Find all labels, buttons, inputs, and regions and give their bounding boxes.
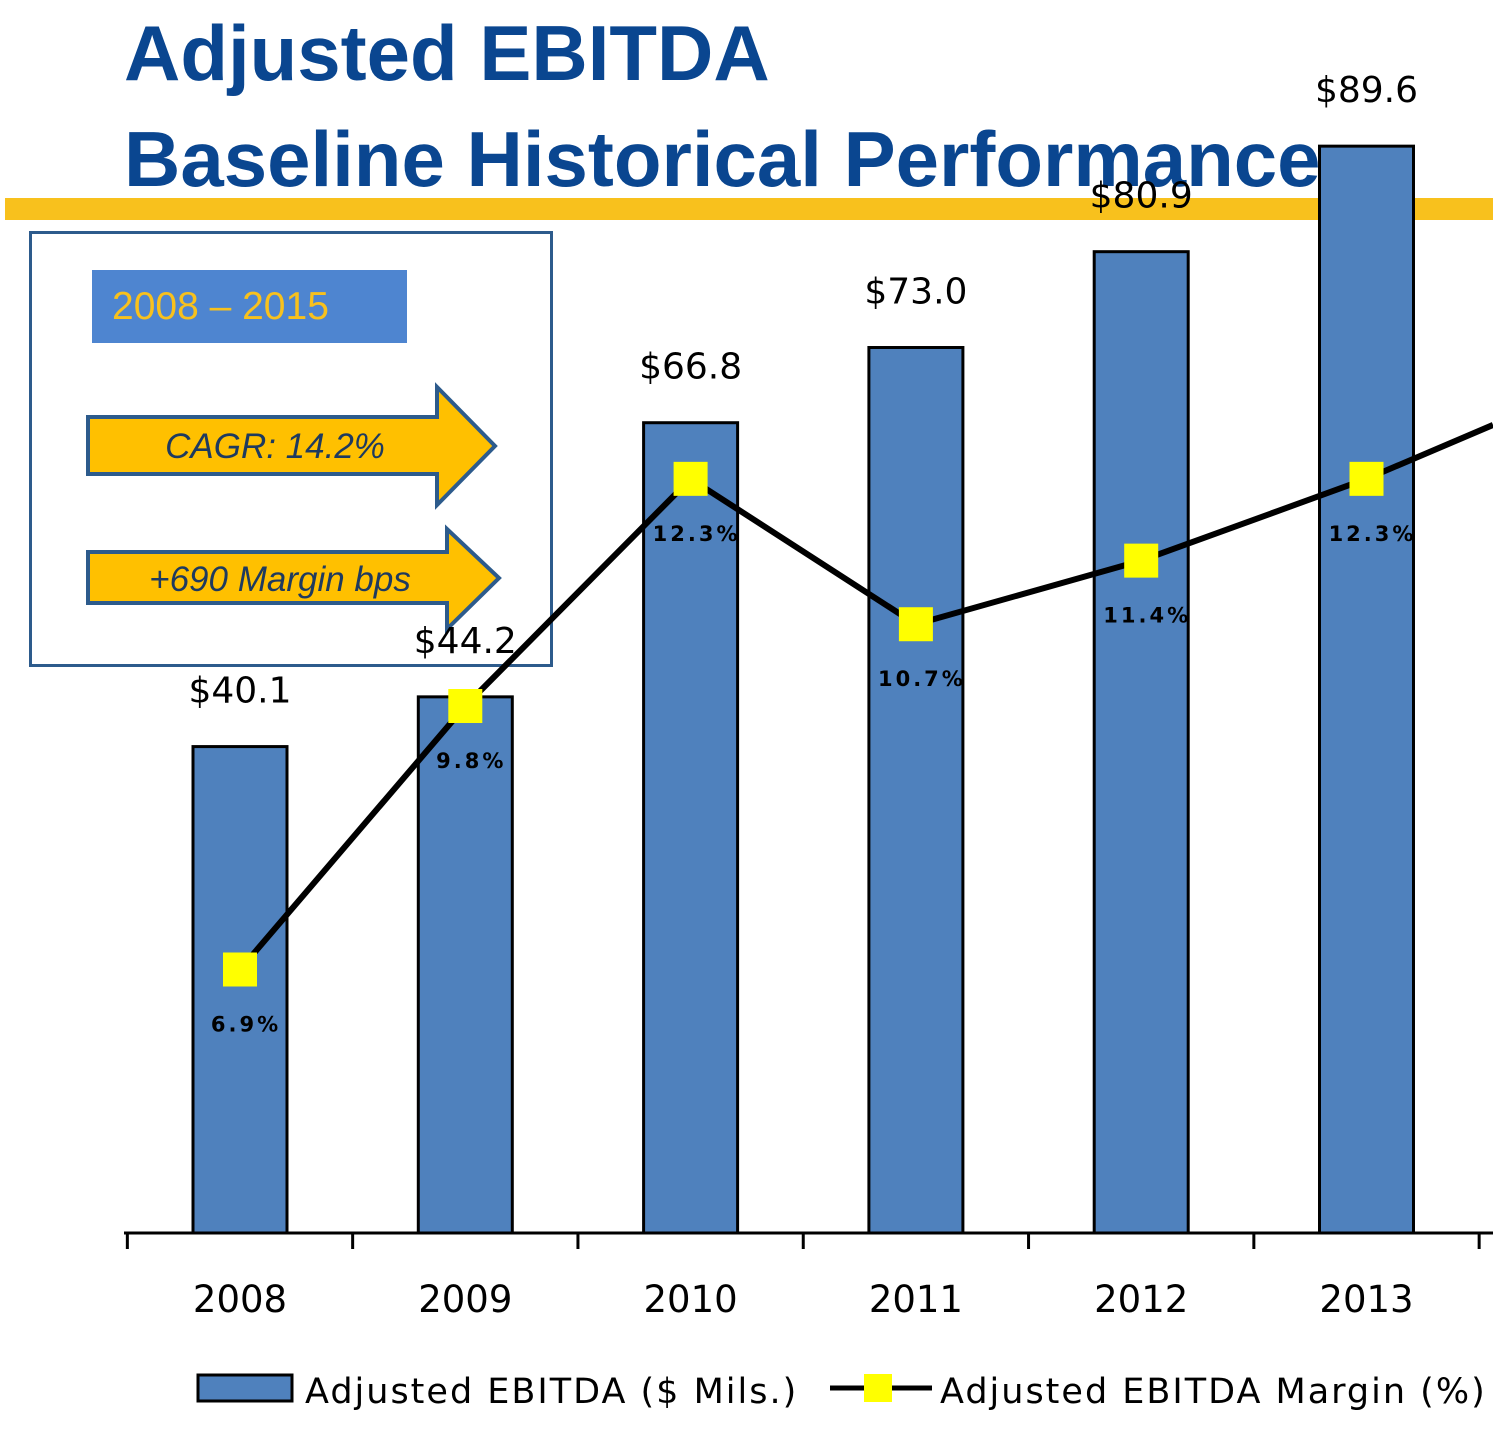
x-tick-label-2011: 2011: [869, 1278, 963, 1321]
x-tick-label-2010: 2010: [644, 1278, 738, 1321]
bar-value-label-2010: $66.8: [639, 347, 742, 388]
margin-marker-2012: [1124, 543, 1159, 578]
x-tick-label-2008: 2008: [193, 1278, 287, 1321]
bar-value-label-2012: $80.9: [1090, 176, 1193, 217]
margin-marker-2011: [898, 607, 933, 642]
legend-bar-label: Adjusted EBITDA ($ Mils.): [305, 1372, 798, 1412]
margin-label: +690 Margin bps: [149, 560, 411, 599]
data-labels: $40.1 $44.2 $66.8 $73.0 $80.9 $89.6 6.9% 9.8% 12…: [188, 70, 1418, 1036]
bar-2012: [1092, 250, 1190, 1235]
margin-marker-2008: [223, 952, 257, 987]
margin-value-label-2011: 10.7%: [878, 667, 966, 691]
x-tick-label-2013: 2013: [1319, 1278, 1413, 1321]
bar-value-label-2011: $73.0: [864, 272, 967, 313]
x-tick-label-2012: 2012: [1094, 1278, 1188, 1321]
legend-bar-swatch: [196, 1373, 294, 1403]
margin-value-label-2012: 11.4%: [1103, 604, 1191, 628]
bar-value-label-2013: $89.6: [1315, 70, 1418, 111]
margin-line-series: [223, 422, 1493, 987]
margin-marker-2009: [448, 689, 483, 724]
bar-series: [191, 144, 1415, 1235]
cagr-arrow: CAGR: 14.2%: [86, 382, 498, 510]
page-title-line1: Adjusted EBITDA: [124, 9, 770, 97]
bar-2011: [867, 346, 965, 1235]
bar-2008: [191, 745, 289, 1235]
cagr-label: CAGR: 14.2%: [165, 427, 385, 466]
x-tick-label-2009: 2009: [418, 1278, 512, 1321]
x-axis-ticks: 2008 2009 2010 2011 2012 2013: [125, 1233, 1481, 1321]
bar-2013: [1318, 144, 1415, 1235]
margin-value-label-2013: 12.3%: [1329, 522, 1417, 546]
title-underline: [5, 198, 1493, 220]
margin-arrow: +690 Margin bps: [86, 524, 502, 634]
margin-value-label-2008: 6.9%: [211, 1013, 281, 1037]
bar-2009: [416, 695, 514, 1235]
bar-value-label-2009: $44.2: [414, 621, 517, 662]
legend-marker-swatch: [864, 1374, 892, 1402]
legend: Adjusted EBITDA ($ Mils.) Adjusted EBITD…: [196, 1372, 1487, 1412]
margin-marker-2013: [1349, 461, 1384, 496]
legend-line-label: Adjusted EBITDA Margin (%): [940, 1372, 1487, 1412]
period-badge: 2008 – 2015: [92, 270, 407, 343]
margin-value-label-2009: 9.8%: [436, 749, 506, 773]
bar-2010: [642, 421, 740, 1235]
page-title-line2: Baseline Historical Performance: [124, 115, 1321, 203]
bar-value-label-2008: $40.1: [188, 671, 291, 712]
margin-value-label-2010: 12.3%: [653, 522, 741, 546]
margin-marker-2010: [673, 461, 708, 496]
